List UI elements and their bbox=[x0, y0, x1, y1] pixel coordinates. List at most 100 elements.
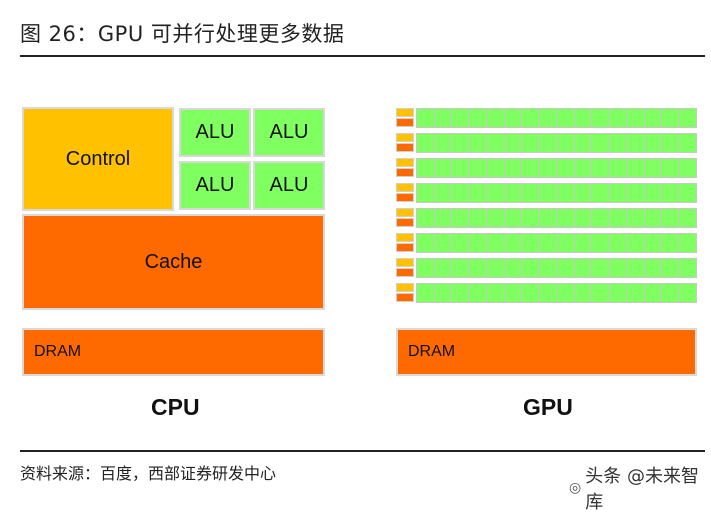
gpu-alu-cell bbox=[522, 109, 539, 127]
gpu-alu-cell bbox=[417, 234, 434, 252]
gpu-alu-cell bbox=[557, 284, 574, 302]
gpu-alu-cell bbox=[487, 234, 504, 252]
gpu-control-cell bbox=[396, 183, 414, 192]
gpu-alu-cell bbox=[644, 134, 661, 152]
gpu-cache-cell bbox=[396, 268, 414, 277]
gpu-row bbox=[396, 132, 697, 157]
gpu-control-cell bbox=[396, 158, 414, 167]
gpu-alu-cell bbox=[417, 109, 434, 127]
gpu-alu-cell bbox=[434, 109, 451, 127]
gpu-alu-cell bbox=[539, 234, 556, 252]
gpu-control-cell bbox=[396, 208, 414, 217]
gpu-alu-cell bbox=[627, 159, 644, 177]
gpu-alu-cell bbox=[522, 209, 539, 227]
gpu-alu-cell bbox=[452, 134, 469, 152]
gpu-alu-cell bbox=[627, 209, 644, 227]
gpu-alu-cell bbox=[452, 159, 469, 177]
gpu-alu-cell bbox=[662, 209, 679, 227]
gpu-alu-cell bbox=[504, 109, 521, 127]
gpu-alu-strip bbox=[416, 258, 697, 278]
gpu-alu-cell bbox=[539, 259, 556, 277]
gpu-dram-block: DRAM bbox=[396, 328, 697, 376]
gpu-alu-cell bbox=[504, 209, 521, 227]
gpu-alu-cell bbox=[487, 284, 504, 302]
gpu-alu-cell bbox=[609, 259, 626, 277]
gpu-alu-cell bbox=[592, 134, 609, 152]
gpu-cache-cell bbox=[396, 243, 414, 252]
gpu-cache-cell bbox=[396, 143, 414, 152]
gpu-alu-cell bbox=[452, 284, 469, 302]
gpu-alu-cell bbox=[557, 234, 574, 252]
gpu-alu-cell bbox=[574, 209, 591, 227]
gpu-alu-cell bbox=[487, 134, 504, 152]
gpu-alu-cell bbox=[679, 259, 696, 277]
gpu-alu-cell bbox=[522, 134, 539, 152]
gpu-alu-cell bbox=[592, 259, 609, 277]
cpu-caption: CPU bbox=[151, 394, 200, 420]
gpu-alu-cell bbox=[417, 159, 434, 177]
gpu-alu-cell bbox=[627, 134, 644, 152]
gpu-alu-strip bbox=[416, 183, 697, 203]
gpu-alu-strip bbox=[416, 208, 697, 228]
gpu-cache-cell bbox=[396, 218, 414, 227]
gpu-alu-cell bbox=[557, 134, 574, 152]
gpu-alu-cell bbox=[434, 284, 451, 302]
gpu-row bbox=[396, 232, 697, 257]
gpu-alu-cell bbox=[452, 209, 469, 227]
gpu-core-grid bbox=[396, 107, 697, 307]
gpu-alu-cell bbox=[417, 259, 434, 277]
cpu-alu-block: ALU bbox=[179, 108, 251, 157]
wechat-icon: ◎ bbox=[569, 480, 582, 496]
gpu-alu-cell bbox=[609, 184, 626, 202]
gpu-alu-cell bbox=[592, 209, 609, 227]
cpu-cache-block: Cache bbox=[22, 214, 325, 310]
gpu-alu-cell bbox=[417, 134, 434, 152]
gpu-alu-cell bbox=[504, 284, 521, 302]
gpu-alu-cell bbox=[539, 184, 556, 202]
gpu-alu-cell bbox=[609, 234, 626, 252]
gpu-alu-cell bbox=[417, 184, 434, 202]
gpu-alu-cell bbox=[644, 284, 661, 302]
gpu-alu-cell bbox=[522, 184, 539, 202]
gpu-alu-cell bbox=[487, 209, 504, 227]
gpu-alu-cell bbox=[557, 109, 574, 127]
gpu-alu-strip bbox=[416, 108, 697, 128]
gpu-alu-cell bbox=[644, 184, 661, 202]
gpu-control-cell bbox=[396, 233, 414, 242]
gpu-alu-cell bbox=[434, 259, 451, 277]
gpu-alu-cell bbox=[504, 134, 521, 152]
gpu-alu-cell bbox=[522, 159, 539, 177]
gpu-alu-cell bbox=[627, 284, 644, 302]
gpu-alu-cell bbox=[469, 184, 486, 202]
gpu-alu-cell bbox=[452, 234, 469, 252]
gpu-alu-cell bbox=[662, 234, 679, 252]
gpu-alu-cell bbox=[504, 234, 521, 252]
gpu-cache-cell bbox=[396, 168, 414, 177]
gpu-alu-cell bbox=[469, 134, 486, 152]
gpu-alu-cell bbox=[644, 234, 661, 252]
gpu-alu-cell bbox=[679, 159, 696, 177]
gpu-alu-cell bbox=[609, 159, 626, 177]
gpu-alu-cell bbox=[469, 209, 486, 227]
gpu-alu-cell bbox=[417, 209, 434, 227]
gpu-alu-cell bbox=[574, 259, 591, 277]
gpu-alu-cell bbox=[574, 234, 591, 252]
gpu-alu-cell bbox=[609, 134, 626, 152]
figure-title: 图 26：GPU 可并行处理更多数据 bbox=[20, 22, 345, 46]
bottom-divider bbox=[20, 450, 705, 452]
gpu-alu-cell bbox=[487, 109, 504, 127]
gpu-alu-cell bbox=[592, 284, 609, 302]
gpu-alu-strip bbox=[416, 133, 697, 153]
gpu-alu-cell bbox=[469, 284, 486, 302]
gpu-alu-cell bbox=[609, 284, 626, 302]
gpu-alu-cell bbox=[504, 259, 521, 277]
gpu-alu-cell bbox=[469, 234, 486, 252]
gpu-control-cell bbox=[396, 258, 414, 267]
gpu-alu-cell bbox=[679, 234, 696, 252]
gpu-alu-cell bbox=[522, 284, 539, 302]
gpu-control-cell bbox=[396, 283, 414, 292]
gpu-alu-cell bbox=[662, 109, 679, 127]
gpu-alu-cell bbox=[539, 284, 556, 302]
gpu-alu-cell bbox=[662, 259, 679, 277]
gpu-alu-cell bbox=[592, 109, 609, 127]
